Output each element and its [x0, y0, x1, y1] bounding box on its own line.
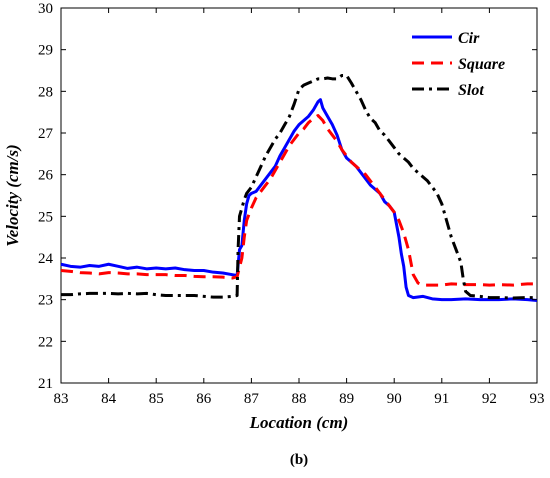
- y-tick-label: 27: [38, 126, 54, 142]
- legend-label-cir: Cir: [458, 30, 480, 47]
- series-line-cir: [60, 98, 538, 302]
- x-tick-label: 91: [434, 391, 449, 407]
- x-axis-ticks: 83 84 85 86 87 88 89 90 91 92 93: [54, 8, 545, 407]
- y-tick-label: 22: [38, 334, 53, 350]
- x-tick-label: 89: [339, 391, 354, 407]
- y-axis-ticks: 21 22 23 24 25 26 27 28 29 30: [38, 1, 537, 392]
- x-tick-label: 86: [196, 391, 212, 407]
- x-tick-label: 93: [530, 391, 545, 407]
- y-tick-label: 23: [38, 293, 53, 309]
- x-tick-label: 90: [387, 391, 402, 407]
- legend-label-square: Square: [458, 56, 505, 73]
- x-tick-label: 87: [244, 391, 260, 407]
- y-tick-label: 29: [38, 43, 53, 59]
- x-tick-label: 85: [149, 391, 164, 407]
- series-line-slot: [61, 74, 537, 300]
- y-tick-label: 24: [38, 251, 54, 267]
- x-tick-label: 88: [292, 391, 307, 407]
- y-tick-label: 26: [38, 168, 54, 184]
- x-tick-label: 84: [101, 391, 117, 407]
- y-tick-label: 30: [38, 1, 53, 17]
- legend-label-slot: Slot: [458, 82, 484, 99]
- y-tick-label: 21: [38, 376, 53, 392]
- x-tick-label: 83: [54, 391, 69, 407]
- y-tick-label: 25: [38, 209, 53, 225]
- series-layer: [60, 74, 538, 302]
- y-axis-label: Velocity (cm/s): [3, 144, 22, 246]
- figure-caption: (b): [290, 452, 308, 468]
- series-line-square: [60, 114, 537, 287]
- chart-legend: Cir Square Slot: [412, 30, 505, 99]
- x-tick-label: 92: [482, 391, 497, 407]
- plot-frame: [60, 7, 538, 384]
- x-axis-label: Location (cm): [249, 413, 349, 432]
- y-tick-label: 28: [38, 84, 53, 100]
